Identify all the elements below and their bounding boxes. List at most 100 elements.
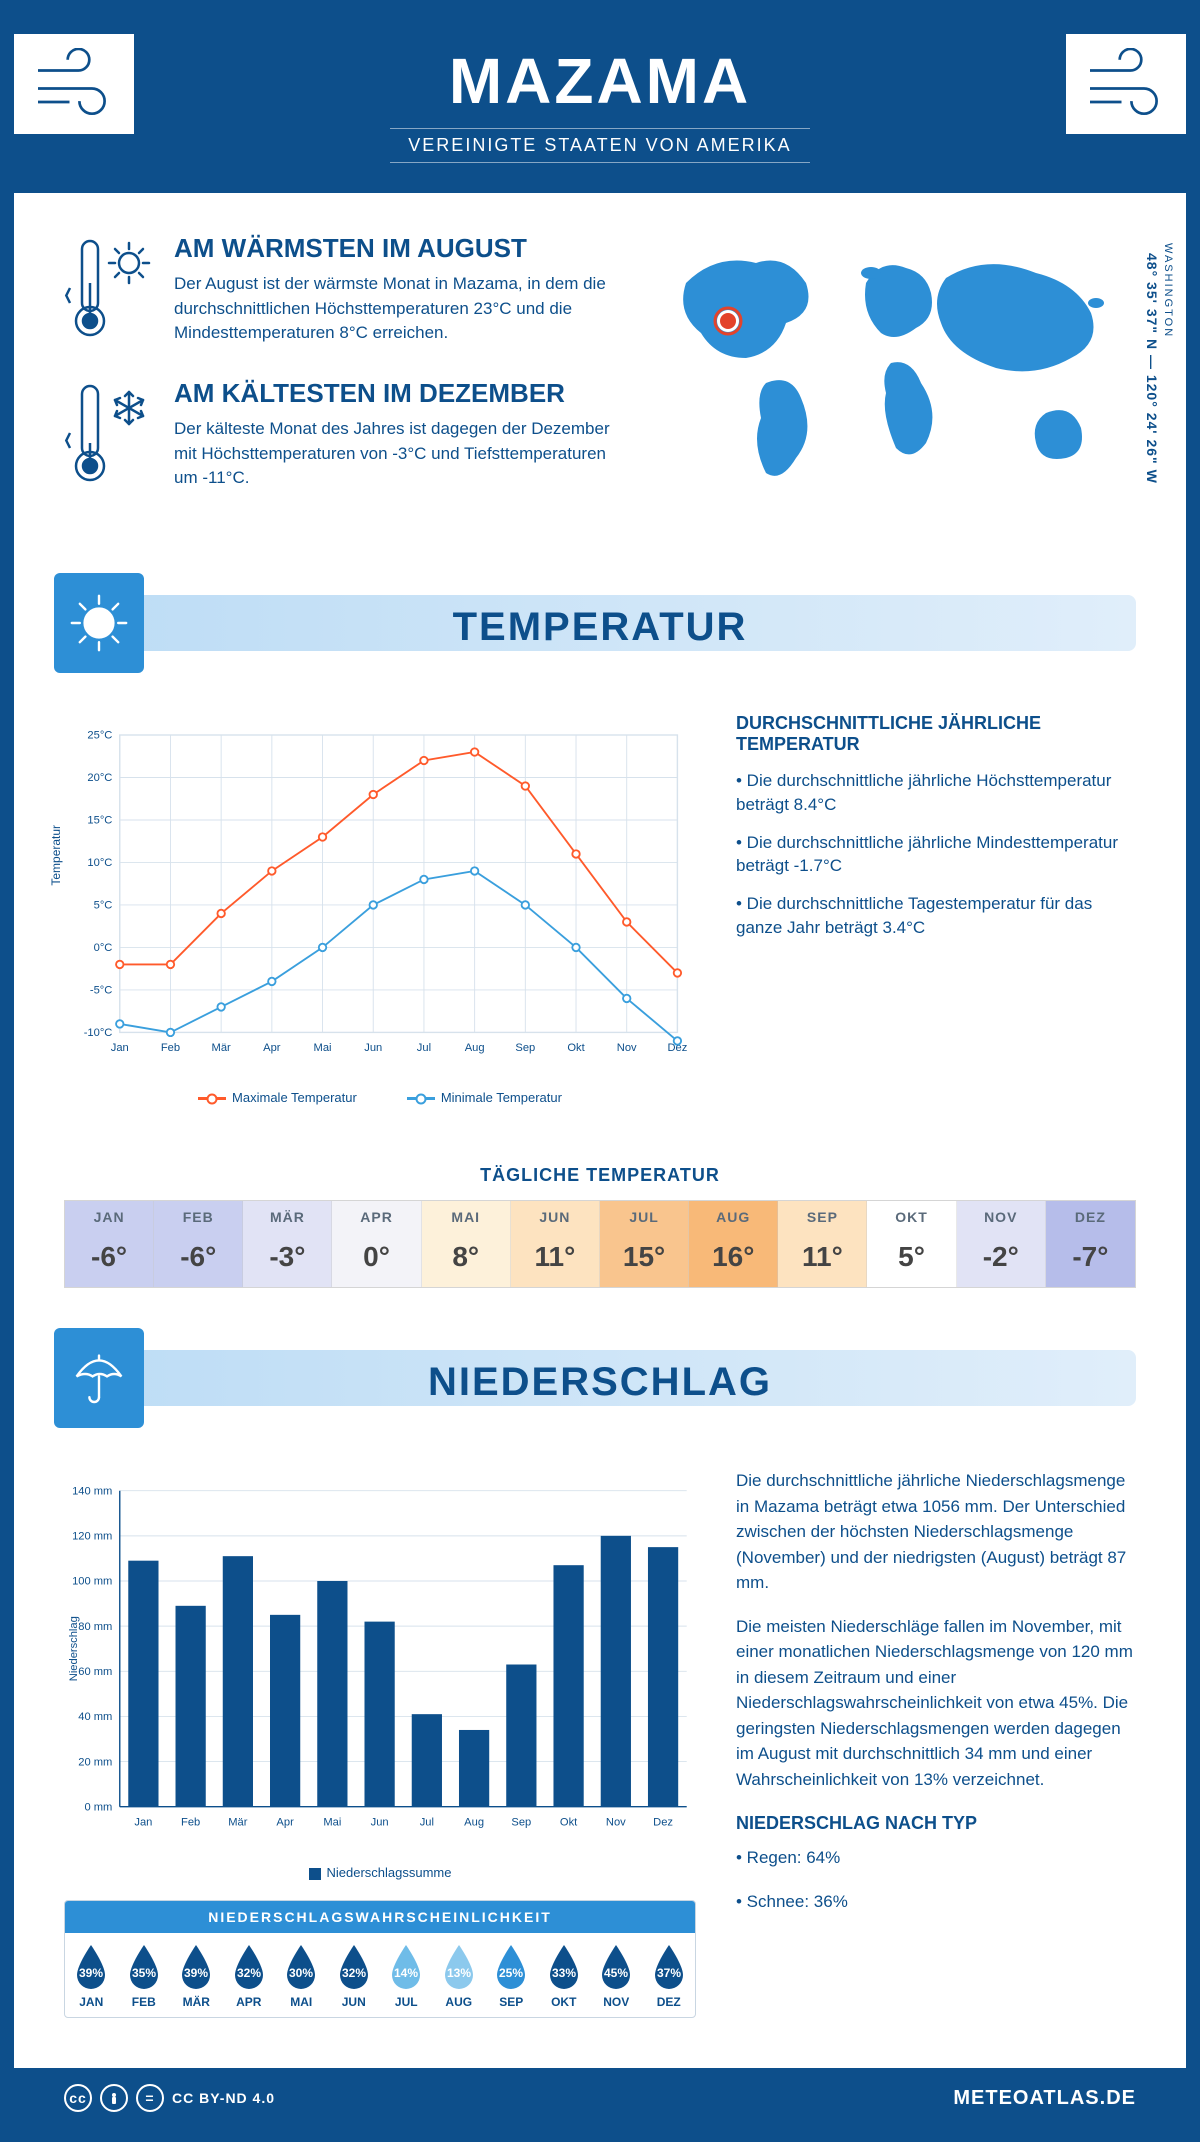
probability-cell: 30%MAI xyxy=(275,1933,328,2017)
svg-text:20 mm: 20 mm xyxy=(78,1756,112,1768)
wind-icon xyxy=(14,34,134,134)
location-subtitle: VEREINIGTE STAATEN VON AMERIKA xyxy=(390,128,810,163)
svg-text:5°C: 5°C xyxy=(94,900,113,912)
daily-cell: JAN-6° xyxy=(65,1201,154,1287)
daily-cell: APR0° xyxy=(332,1201,421,1287)
coldest-block: AM KÄLTESTEN IM DEZEMBER Der kälteste Mo… xyxy=(64,378,616,493)
svg-text:120 mm: 120 mm xyxy=(72,1531,112,1543)
svg-text:Niederschlag: Niederschlag xyxy=(68,1616,80,1681)
section-title: NIEDERSCHLAG xyxy=(64,1360,1136,1405)
svg-text:Sep: Sep xyxy=(515,1042,535,1054)
svg-text:Jun: Jun xyxy=(364,1042,382,1054)
warmest-block: AM WÄRMSTEN IM AUGUST Der August ist der… xyxy=(64,233,616,348)
temperature-section-head: TEMPERATUR xyxy=(64,573,1136,673)
svg-text:80 mm: 80 mm xyxy=(78,1621,112,1633)
svg-text:140 mm: 140 mm xyxy=(72,1485,112,1497)
temperature-body: Temperatur -10°C-5°C0°C5°C10°C15°C20°C25… xyxy=(14,703,1186,1135)
probability-cell: 35%FEB xyxy=(118,1933,171,2017)
svg-text:0°C: 0°C xyxy=(94,942,113,954)
svg-text:-10°C: -10°C xyxy=(84,1027,113,1039)
probability-cell: 39%MÄR xyxy=(170,1933,223,2017)
probability-box: NIEDERSCHLAGSWAHRSCHEINLICHKEIT 39%JAN35… xyxy=(64,1900,696,2018)
daily-cell: JUN11° xyxy=(511,1201,600,1287)
svg-text:Jan: Jan xyxy=(111,1042,129,1054)
svg-text:Jul: Jul xyxy=(417,1042,431,1054)
daily-cell: MÄR-3° xyxy=(243,1201,332,1287)
thermometer-sun-icon xyxy=(64,233,154,348)
svg-text:100 mm: 100 mm xyxy=(72,1576,112,1588)
probability-cell: 14%JUL xyxy=(380,1933,433,2017)
probability-cell: 13%AUG xyxy=(433,1933,486,2017)
daily-temperature-grid: JAN-6°FEB-6°MÄR-3°APR0°MAI8°JUN11°JUL15°… xyxy=(64,1200,1136,1288)
svg-text:Apr: Apr xyxy=(276,1816,294,1828)
svg-text:Mai: Mai xyxy=(314,1042,332,1054)
chart-legend: Niederschlagssumme xyxy=(64,1865,696,1880)
warmest-text: Der August ist der wärmste Monat in Maza… xyxy=(174,272,616,346)
svg-text:40 mm: 40 mm xyxy=(78,1711,112,1723)
precip-chart-block: 0 mm20 mm40 mm60 mm80 mm100 mm120 mm140 … xyxy=(64,1468,696,2018)
svg-text:39%: 39% xyxy=(79,1966,103,1980)
infographic-page: MAZAMA VEREINIGTE STAATEN VON AMERIKA AM… xyxy=(0,0,1200,2142)
svg-text:Mär: Mär xyxy=(228,1816,247,1828)
probability-cell: 39%JAN xyxy=(65,1933,118,2017)
probability-cell: 25%SEP xyxy=(485,1933,538,2017)
chart-legend: Maximale Temperatur Minimale Temperatur xyxy=(64,1090,696,1105)
summary-heading: DURCHSCHNITTLICHE JÄHRLICHE TEMPERATUR xyxy=(736,713,1136,755)
brand-label: METEOATLAS.DE xyxy=(953,2087,1136,2110)
overview-section: AM WÄRMSTEN IM AUGUST Der August ist der… xyxy=(14,193,1186,553)
svg-text:Nov: Nov xyxy=(617,1042,637,1054)
coldest-text: Der kälteste Monat des Jahres ist dagege… xyxy=(174,417,616,491)
cc-icon: cc xyxy=(64,2084,92,2112)
svg-text:10°C: 10°C xyxy=(87,857,112,869)
daily-title: TÄGLICHE TEMPERATUR xyxy=(14,1165,1186,1186)
svg-text:33%: 33% xyxy=(552,1966,576,1980)
svg-text:30%: 30% xyxy=(289,1966,313,1980)
svg-text:Mär: Mär xyxy=(212,1042,231,1054)
svg-text:20°C: 20°C xyxy=(87,772,112,784)
svg-text:Feb: Feb xyxy=(161,1042,180,1054)
svg-text:Okt: Okt xyxy=(567,1042,585,1054)
daily-cell: FEB-6° xyxy=(154,1201,243,1287)
warmest-heading: AM WÄRMSTEN IM AUGUST xyxy=(174,233,616,264)
probability-cell: 32%JUN xyxy=(328,1933,381,2017)
nd-icon: = xyxy=(136,2084,164,2112)
svg-text:13%: 13% xyxy=(447,1966,471,1980)
overview-text: AM WÄRMSTEN IM AUGUST Der August ist der… xyxy=(64,233,616,523)
svg-text:37%: 37% xyxy=(657,1966,681,1980)
svg-text:Dez: Dez xyxy=(653,1816,673,1828)
daily-cell: MAI8° xyxy=(422,1201,511,1287)
svg-text:25°C: 25°C xyxy=(87,730,112,742)
svg-text:60 mm: 60 mm xyxy=(78,1666,112,1678)
daily-cell: DEZ-7° xyxy=(1046,1201,1135,1287)
svg-text:-5°C: -5°C xyxy=(90,985,112,997)
precip-section-head: NIEDERSCHLAG xyxy=(64,1328,1136,1428)
license-block: cc = CC BY-ND 4.0 xyxy=(64,2084,275,2112)
svg-text:Aug: Aug xyxy=(464,1816,484,1828)
daily-cell: JUL15° xyxy=(600,1201,689,1287)
daily-cell: OKT5° xyxy=(867,1201,956,1287)
daily-cell: NOV-2° xyxy=(957,1201,1046,1287)
map-block: WASHINGTON 48° 35' 37" N — 120° 24' 26" … xyxy=(656,233,1136,523)
coords-label: 48° 35' 37" N — 120° 24' 26" W xyxy=(1144,253,1160,484)
precip-text: Die durchschnittliche jährliche Niedersc… xyxy=(736,1468,1136,2018)
svg-text:39%: 39% xyxy=(184,1966,208,1980)
svg-text:Okt: Okt xyxy=(560,1816,578,1828)
probability-cell: 33%OKT xyxy=(538,1933,591,2017)
svg-text:35%: 35% xyxy=(132,1966,156,1980)
daily-cell: AUG16° xyxy=(689,1201,778,1287)
hero-section: MAZAMA VEREINIGTE STAATEN VON AMERIKA xyxy=(14,14,1186,193)
svg-text:Jul: Jul xyxy=(420,1816,434,1828)
probability-cell: 45%NOV xyxy=(590,1933,643,2017)
svg-text:45%: 45% xyxy=(604,1966,628,1980)
probability-cell: 32%APR xyxy=(223,1933,276,2017)
svg-text:15°C: 15°C xyxy=(87,815,112,827)
temperature-chart: Temperatur -10°C-5°C0°C5°C10°C15°C20°C25… xyxy=(64,713,696,1105)
svg-text:Apr: Apr xyxy=(263,1042,281,1054)
svg-text:Nov: Nov xyxy=(606,1816,626,1828)
svg-text:32%: 32% xyxy=(342,1966,366,1980)
thermometer-snow-icon xyxy=(64,378,154,493)
svg-text:Aug: Aug xyxy=(465,1042,485,1054)
location-title: MAZAMA xyxy=(64,44,1136,118)
temperature-summary: DURCHSCHNITTLICHE JÄHRLICHE TEMPERATUR •… xyxy=(736,713,1136,1105)
by-icon xyxy=(100,2084,128,2112)
